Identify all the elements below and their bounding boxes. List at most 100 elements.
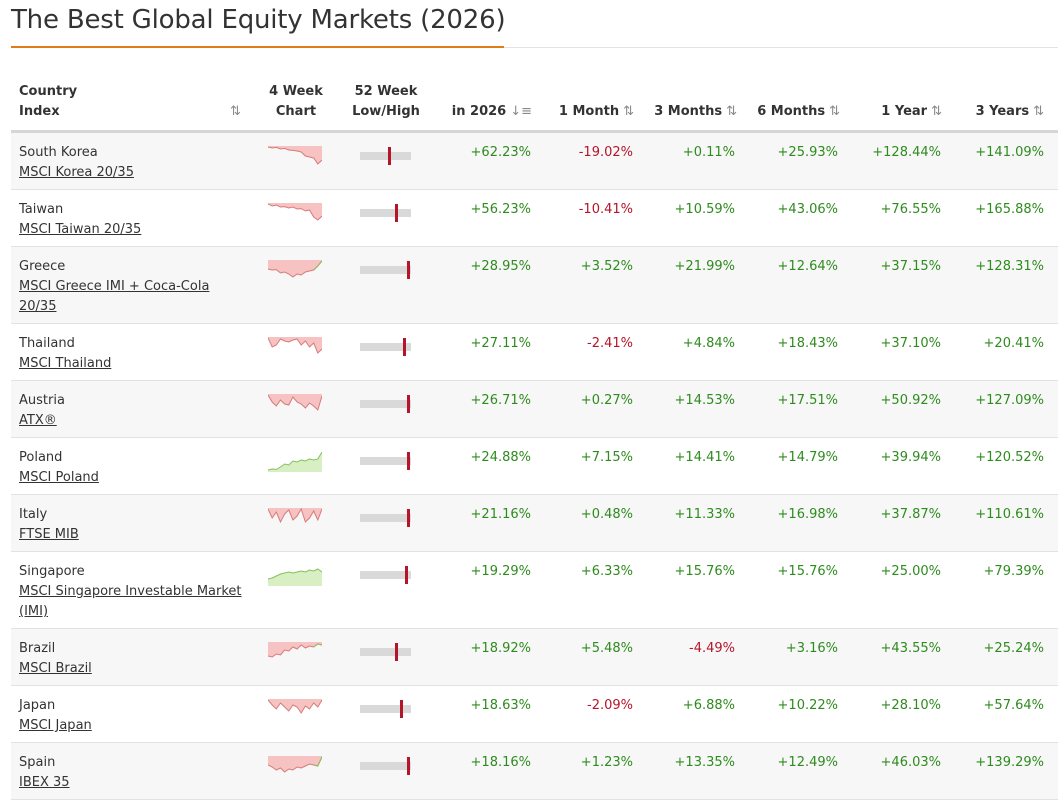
sparkline-line bbox=[268, 146, 322, 165]
index-link[interactable]: MSCI Poland bbox=[19, 470, 99, 485]
index-link[interactable]: MSCI Japan bbox=[19, 718, 92, 733]
country-name: Taiwan bbox=[19, 202, 64, 217]
sparkline-line bbox=[268, 699, 322, 714]
return-m3: +4.84% bbox=[682, 336, 735, 351]
header-6-months[interactable]: 6 Months ⇅ bbox=[757, 102, 840, 122]
index-link[interactable]: MSCI Korea 20/35 bbox=[19, 165, 134, 180]
return-ytd: +21.16% bbox=[470, 507, 531, 522]
header-3-months[interactable]: 3 Months ⇅ bbox=[654, 102, 737, 122]
return-m6: +18.43% bbox=[777, 336, 838, 351]
sparkline-line bbox=[268, 756, 322, 773]
return-y1: +37.15% bbox=[880, 259, 941, 274]
index-link[interactable]: MSCI Greece IMI + Coca-Cola 20/35 bbox=[19, 279, 210, 314]
range-marker bbox=[407, 509, 410, 527]
country-name: Singapore bbox=[19, 564, 85, 579]
range-marker bbox=[395, 643, 398, 661]
index-link[interactable]: MSCI Taiwan 20/35 bbox=[19, 222, 142, 237]
range-track bbox=[360, 571, 411, 579]
table-row: Austria ATX® +26.71% +0.27% +14.53% +17.51% +5… bbox=[11, 381, 1058, 438]
table-row: Italy FTSE MIB +21.16% +0.48% +11.33% +16.98%… bbox=[11, 495, 1058, 552]
sparkline-line bbox=[268, 394, 322, 411]
return-y3: +165.88% bbox=[975, 202, 1044, 217]
markets-table: Country Index ⇅ 4 Week Chart 52 Week Low… bbox=[11, 72, 1058, 800]
table-row: Taiwan MSCI Taiwan 20/35 +56.23% -10.41% +10… bbox=[11, 190, 1058, 247]
country-name: Spain bbox=[19, 755, 56, 770]
header-ytd[interactable]: in 2026 ↓≡ bbox=[452, 102, 532, 122]
sparkline-area bbox=[268, 146, 322, 164]
country-cell: Japan MSCI Japan bbox=[19, 696, 249, 736]
return-m3: -4.49% bbox=[689, 641, 735, 656]
header-3-years[interactable]: 3 Years ⇅ bbox=[976, 102, 1044, 122]
return-ytd: +56.23% bbox=[470, 202, 531, 217]
range-indicator bbox=[360, 261, 411, 279]
return-y3: +25.24% bbox=[983, 641, 1044, 656]
sort-descending-icon: ↓≡ bbox=[510, 104, 532, 119]
range-indicator bbox=[360, 338, 411, 356]
header-6-months-label: 6 Months bbox=[757, 104, 826, 119]
sparkline-recent-segment bbox=[313, 643, 322, 648]
index-link[interactable]: FTSE MIB bbox=[19, 527, 79, 542]
sparkline-area bbox=[268, 203, 322, 220]
country-cell: Poland MSCI Poland bbox=[19, 448, 249, 488]
index-link[interactable]: MSCI Thailand bbox=[19, 356, 112, 371]
sort-arrows-icon: ⇅ bbox=[623, 104, 634, 119]
return-m3: +10.59% bbox=[674, 202, 735, 217]
return-m6: +17.51% bbox=[777, 393, 838, 408]
range-marker bbox=[388, 147, 391, 165]
return-ytd: +18.63% bbox=[470, 698, 531, 713]
return-m3: +11.33% bbox=[674, 507, 735, 522]
return-m6: +12.49% bbox=[777, 755, 838, 770]
country-cell: Greece MSCI Greece IMI + Coca-Cola 20/35 bbox=[19, 257, 249, 317]
range-indicator bbox=[360, 566, 411, 584]
range-track bbox=[360, 514, 411, 522]
range-track bbox=[360, 457, 411, 465]
country-name: Italy bbox=[19, 507, 48, 522]
sparkline-line bbox=[268, 643, 322, 658]
header-country-index[interactable]: Country Index bbox=[19, 82, 77, 122]
table-header: Country Index ⇅ 4 Week Chart 52 Week Low… bbox=[11, 72, 1058, 133]
range-marker bbox=[407, 452, 410, 470]
header-1-year[interactable]: 1 Year ⇅ bbox=[881, 102, 942, 122]
sparkline-chart bbox=[268, 568, 322, 586]
index-link[interactable]: MSCI Singapore Investable Market (IMI) bbox=[19, 584, 242, 619]
return-m6: +3.16% bbox=[785, 641, 838, 656]
header-country-label: Country bbox=[19, 84, 78, 99]
country-name: Thailand bbox=[19, 336, 75, 351]
index-link[interactable]: IBEX 35 bbox=[19, 775, 70, 790]
range-marker bbox=[407, 395, 410, 413]
header-1-month[interactable]: 1 Month ⇅ bbox=[559, 102, 634, 122]
return-m6: +12.64% bbox=[777, 259, 838, 274]
return-ytd: +28.95% bbox=[470, 259, 531, 274]
country-cell: Taiwan MSCI Taiwan 20/35 bbox=[19, 200, 249, 240]
sort-arrows-icon[interactable]: ⇅ bbox=[230, 104, 241, 119]
title-divider bbox=[11, 47, 1058, 48]
return-y3: +57.64% bbox=[983, 698, 1044, 713]
return-m1: +0.27% bbox=[580, 393, 633, 408]
return-y1: +50.92% bbox=[880, 393, 941, 408]
header-range-line2: Low/High bbox=[352, 104, 420, 119]
title-accent-underline bbox=[11, 46, 504, 48]
range-indicator bbox=[360, 395, 411, 413]
table-row: Spain IBEX 35 +18.16% +1.23% +13.35% +12.49% +… bbox=[11, 743, 1058, 800]
return-ytd: +27.11% bbox=[470, 336, 531, 351]
sparkline-line bbox=[268, 260, 322, 278]
return-y1: +25.00% bbox=[880, 564, 941, 579]
country-name: South Korea bbox=[19, 145, 98, 160]
sparkline-chart bbox=[268, 146, 322, 165]
country-cell: Thailand MSCI Thailand bbox=[19, 334, 249, 374]
sort-arrows-icon: ⇅ bbox=[1033, 104, 1044, 119]
range-indicator bbox=[360, 757, 411, 775]
sparkline-recent-segment bbox=[313, 260, 322, 271]
index-link[interactable]: ATX® bbox=[19, 413, 57, 428]
table-row: Brazil MSCI Brazil +18.92% +5.48% -4.49% +3.1… bbox=[11, 629, 1058, 686]
range-marker bbox=[407, 757, 410, 775]
sparkline-chart bbox=[268, 451, 322, 472]
sparkline-line bbox=[268, 337, 322, 354]
return-m3: +6.88% bbox=[682, 698, 735, 713]
range-indicator bbox=[360, 509, 411, 527]
country-name: Greece bbox=[19, 259, 66, 274]
return-m3: +14.53% bbox=[674, 393, 735, 408]
country-cell: South Korea MSCI Korea 20/35 bbox=[19, 143, 249, 183]
range-marker bbox=[400, 700, 403, 718]
index-link[interactable]: MSCI Brazil bbox=[19, 661, 92, 676]
